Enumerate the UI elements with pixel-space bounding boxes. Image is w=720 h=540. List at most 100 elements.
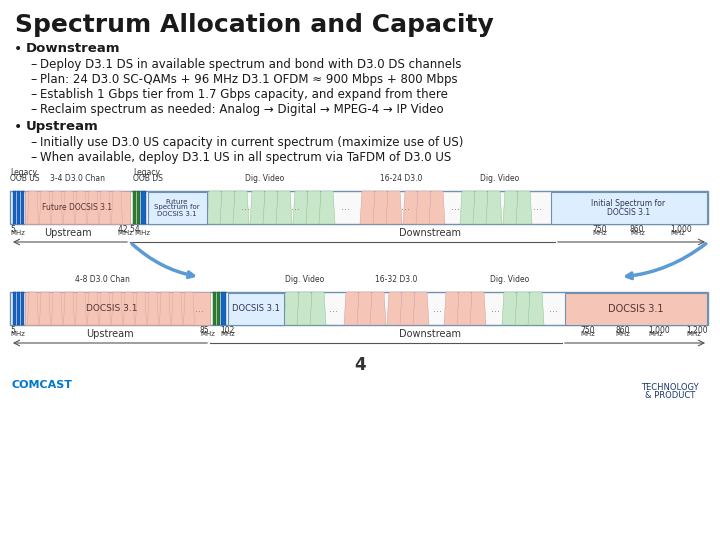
Bar [25, 191, 130, 224]
Text: When available, deploy D3.1 US in all spectrum via TaFDM of D3.0 US: When available, deploy D3.1 US in all sp… [40, 151, 451, 164]
Polygon shape [88, 292, 99, 325]
Text: MHz: MHz [10, 230, 25, 236]
Text: ...: ... [341, 202, 349, 213]
Polygon shape [486, 191, 502, 224]
Text: Downstream: Downstream [399, 329, 461, 339]
Polygon shape [360, 191, 376, 224]
Text: MHz: MHz [200, 331, 215, 337]
Text: MHz: MHz [670, 230, 685, 236]
Text: ...: ... [240, 202, 250, 213]
Text: Legacy: Legacy [10, 168, 37, 177]
FancyBboxPatch shape [148, 192, 207, 224]
Text: ...: ... [328, 303, 338, 314]
Text: ...: ... [451, 202, 459, 213]
Polygon shape [503, 191, 519, 224]
Polygon shape [416, 191, 432, 224]
Text: MHz: MHz [220, 331, 235, 337]
Polygon shape [400, 292, 416, 325]
Text: Spectrum Allocation and Capacity: Spectrum Allocation and Capacity [15, 13, 494, 37]
Polygon shape [148, 292, 158, 325]
Polygon shape [460, 191, 476, 224]
Polygon shape [112, 292, 122, 325]
Text: Downstream: Downstream [399, 228, 461, 238]
Polygon shape [373, 191, 389, 224]
Text: 1,200: 1,200 [686, 326, 708, 335]
Bar [21, 191, 24, 224]
Text: 3-4 D3.0 Chan: 3-4 D3.0 Chan [50, 174, 105, 183]
Polygon shape [387, 292, 403, 325]
Polygon shape [63, 191, 74, 224]
Text: & PRODUCT: & PRODUCT [645, 390, 695, 400]
Polygon shape [99, 191, 110, 224]
Text: Deploy D3.1 DS in available spectrum and bond with D3.0 DS channels: Deploy D3.1 DS in available spectrum and… [40, 58, 462, 71]
Polygon shape [135, 292, 146, 325]
Polygon shape [344, 292, 360, 325]
Text: Dig. Video: Dig. Video [285, 275, 324, 284]
Polygon shape [40, 191, 50, 224]
Text: –: – [30, 88, 36, 101]
Text: DOCSIS 3.1: DOCSIS 3.1 [86, 304, 138, 313]
Text: ...: ... [400, 202, 410, 213]
Polygon shape [276, 191, 292, 224]
Text: 860: 860 [615, 326, 629, 335]
Text: Upstream: Upstream [86, 329, 134, 339]
Polygon shape [220, 191, 236, 224]
Text: DOCSIS 3.1: DOCSIS 3.1 [607, 208, 650, 217]
Polygon shape [515, 292, 531, 325]
Text: ...: ... [490, 303, 500, 314]
Text: 5: 5 [10, 326, 15, 335]
Bar [10, 191, 708, 224]
Bar [25, 292, 210, 325]
Polygon shape [124, 292, 135, 325]
Bar [17, 292, 20, 325]
Polygon shape [403, 191, 419, 224]
Polygon shape [112, 191, 122, 224]
Text: 1,000: 1,000 [648, 326, 670, 335]
Text: 4-8 D3.0 Chan: 4-8 D3.0 Chan [75, 275, 130, 284]
Text: ...: ... [196, 303, 204, 314]
Polygon shape [52, 191, 63, 224]
Text: MHz: MHz [648, 331, 663, 337]
Text: OOB US: OOB US [10, 174, 40, 183]
Polygon shape [40, 292, 50, 325]
Text: Establish 1 Gbps tier from 1.7 Gbps capacity, and expand from there: Establish 1 Gbps tier from 1.7 Gbps capa… [40, 88, 448, 101]
Text: ...: ... [433, 303, 441, 314]
Text: DOCSIS 3.1: DOCSIS 3.1 [157, 211, 197, 217]
Bar [141, 191, 146, 224]
Polygon shape [63, 292, 74, 325]
Polygon shape [319, 191, 335, 224]
Text: Dig. Video: Dig. Video [245, 174, 284, 183]
Polygon shape [473, 191, 489, 224]
Polygon shape [171, 292, 182, 325]
Text: Reclaim spectrum as needed: Analog → Digital → MPEG-4 → IP Video: Reclaim spectrum as needed: Analog → Dig… [40, 103, 444, 116]
Text: 1,000: 1,000 [670, 225, 692, 234]
Polygon shape [370, 292, 386, 325]
Text: MHz: MHz [592, 230, 607, 236]
Bar [133, 191, 136, 224]
Text: Downstream: Downstream [26, 42, 120, 55]
Text: ...: ... [534, 202, 542, 213]
Text: ...: ... [290, 202, 300, 213]
Polygon shape [297, 292, 313, 325]
Text: 102: 102 [220, 326, 235, 335]
Polygon shape [357, 292, 373, 325]
Polygon shape [250, 191, 266, 224]
Bar [13, 191, 16, 224]
Bar [213, 292, 216, 325]
Text: MHz: MHz [686, 331, 701, 337]
FancyBboxPatch shape [551, 192, 706, 224]
Text: MHz MHz: MHz MHz [118, 230, 150, 236]
Text: 42 54: 42 54 [118, 225, 140, 234]
Bar [13, 292, 16, 325]
Text: Future: Future [166, 199, 188, 206]
Text: 16-32 D3.0: 16-32 D3.0 [375, 275, 418, 284]
Polygon shape [444, 292, 460, 325]
Text: Legacy: Legacy [133, 168, 160, 177]
Polygon shape [76, 292, 86, 325]
Text: Dig. Video: Dig. Video [490, 275, 529, 284]
Polygon shape [88, 191, 99, 224]
Polygon shape [306, 191, 322, 224]
Bar [137, 191, 140, 224]
Text: MHz: MHz [615, 331, 630, 337]
Text: 750: 750 [592, 225, 607, 234]
